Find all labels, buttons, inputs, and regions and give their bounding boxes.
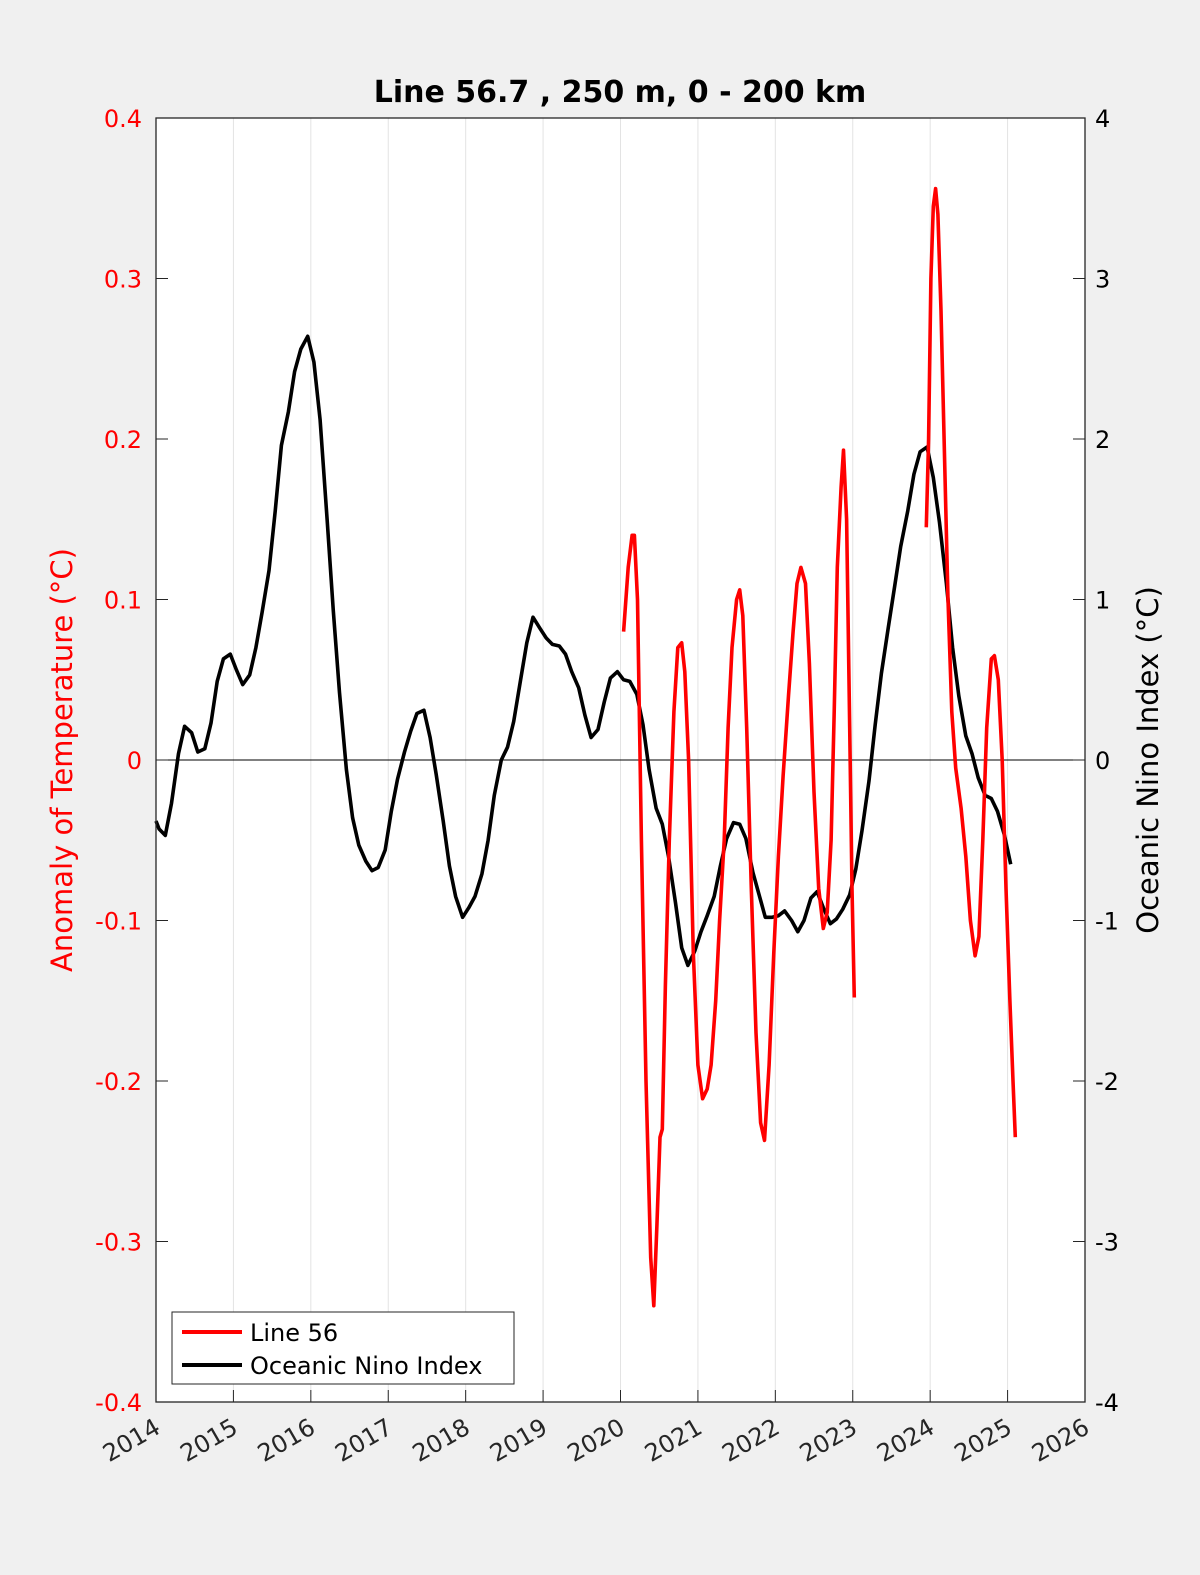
left-tick-label: 0.4 xyxy=(104,105,142,133)
series-oceanic-nino-index-segment-1 xyxy=(154,334,1013,968)
left-axis-ticks: -0.4 -0.3 -0.2 -0.1 0 0.1 0.2 0.3 0.4 xyxy=(95,105,168,1417)
left-tick-label: 0.2 xyxy=(104,426,142,454)
right-axis-ticks: -4 -3 -2 -1 0 1 2 3 4 xyxy=(1073,105,1119,1417)
series-layer xyxy=(154,186,1018,1308)
left-tick-label: 0 xyxy=(127,747,142,775)
right-tick-label: -2 xyxy=(1095,1068,1119,1096)
legend-label-oni: Oceanic Nino Index xyxy=(250,1352,482,1380)
left-tick-label: 0.1 xyxy=(104,587,142,615)
left-axis-label: Anomaly of Temperature (°C) xyxy=(45,548,79,972)
legend: Line 56 Oceanic Nino Index xyxy=(171,1311,515,1385)
left-tick-label: 0.3 xyxy=(104,266,142,294)
left-tick-label: -0.1 xyxy=(95,908,142,936)
left-tick-label: -0.3 xyxy=(95,1229,142,1257)
right-tick-label: 4 xyxy=(1095,105,1110,133)
legend-box xyxy=(171,1311,515,1385)
chart-title: Line 56.7 , 250 m, 0 - 200 km xyxy=(374,75,867,110)
right-tick-label: -3 xyxy=(1095,1229,1119,1257)
right-tick-label: 0 xyxy=(1095,747,1110,775)
series-line-56-segment-1 xyxy=(621,448,857,1308)
right-tick-label: 2 xyxy=(1095,426,1110,454)
right-tick-label: 1 xyxy=(1095,587,1110,615)
series-line-56-segment-2 xyxy=(924,186,1018,1138)
right-axis-label: Oceanic Nino Index (°C) xyxy=(1131,586,1165,934)
right-tick-label: -4 xyxy=(1095,1389,1119,1417)
left-tick-label: -0.4 xyxy=(95,1389,142,1417)
right-tick-label: 3 xyxy=(1095,266,1110,294)
right-tick-label: -1 xyxy=(1095,908,1119,936)
legend-label-line56: Line 56 xyxy=(250,1319,338,1347)
left-tick-label: -0.2 xyxy=(95,1068,142,1096)
